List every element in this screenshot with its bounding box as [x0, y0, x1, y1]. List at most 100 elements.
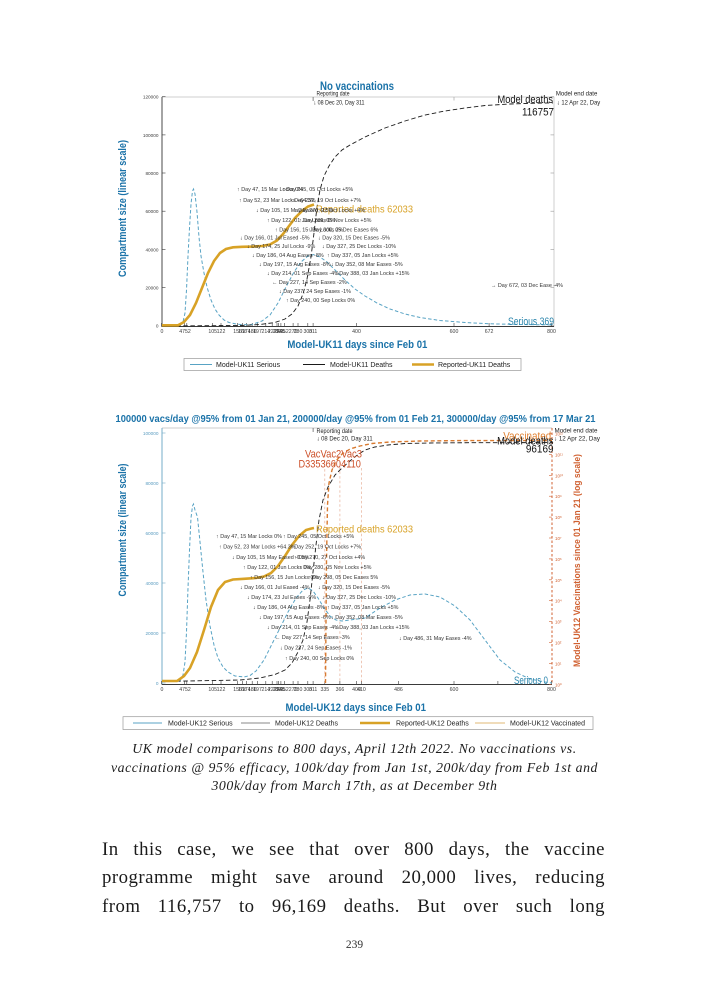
svg-text:Reported-UK11 Deaths: Reported-UK11 Deaths: [438, 362, 511, 369]
svg-text:↑ Day 47, 15 Mar Locks 0%: ↑ Day 47, 15 Mar Locks 0%: [216, 534, 282, 540]
svg-text:96169: 96169: [526, 444, 554, 456]
svg-text:186: 186: [248, 687, 257, 693]
svg-text:↑ Day 245, 05 Oct Locks +5%: ↑ Day 245, 05 Oct Locks +5%: [282, 187, 353, 193]
svg-text:174: 174: [242, 329, 251, 335]
svg-text:Model-UK12 days since Feb 01: Model-UK12 days since Feb 01: [285, 702, 426, 714]
svg-text:↑ Day 298, 05 Dec Eases 5%: ↑ Day 298, 05 Dec Eases 5%: [308, 575, 378, 581]
svg-text:156: 156: [233, 329, 242, 335]
svg-text:↓ Day 352, 08 Mar Eases -5%: ↓ Day 352, 08 Mar Eases -5%: [331, 262, 403, 268]
svg-text:311: 311: [309, 329, 317, 335]
svg-text:252: 252: [280, 329, 289, 335]
svg-text:245: 245: [277, 687, 286, 693]
svg-text:10²: 10²: [555, 641, 562, 646]
svg-text:Model-UK12 Vaccinated: Model-UK12 Vaccinated: [510, 721, 585, 728]
svg-text:↑ Day 280, 05 Nov Locks +5%: ↑ Day 280, 05 Nov Locks +5%: [299, 565, 372, 571]
svg-text:400: 400: [352, 687, 361, 693]
svg-text:↓ Day 327, 25 Dec Locks -10%: ↓ Day 327, 25 Dec Locks -10%: [322, 244, 396, 250]
svg-text:Model deaths: Model deaths: [498, 94, 554, 106]
svg-text:↓ Day 388, 03 Jan Locks +15%: ↓ Day 388, 03 Jan Locks +15%: [335, 271, 410, 277]
svg-text:122: 122: [217, 687, 226, 693]
svg-text:↑ Day 252, 19 Oct Locks +7%: ↑ Day 252, 19 Oct Locks +7%: [290, 545, 361, 551]
svg-text:No vaccinations: No vaccinations: [320, 81, 394, 93]
svg-text:↓ 08 Dec 20, Day 311: ↓ 08 Dec 20, Day 311: [314, 100, 365, 107]
svg-text:166: 166: [238, 329, 247, 335]
svg-text:240: 240: [274, 687, 283, 693]
svg-text:672: 672: [485, 329, 494, 335]
svg-text:↓ Day 166, 01 Jul Eased -5%: ↓ Day 166, 01 Jul Eased -5%: [240, 236, 310, 242]
svg-text:↑ Day 52, 23 Mar Locks +64.3%: ↑ Day 52, 23 Mar Locks +64.3%: [239, 198, 316, 204]
svg-text:0: 0: [161, 687, 164, 693]
svg-text:240: 240: [274, 329, 283, 335]
svg-text:↑ Day 280, 05 Nov Locks +5%: ↑ Day 280, 05 Nov Locks +5%: [299, 218, 372, 224]
svg-text:↓ 12 Apr 22, Day: ↓ 12 Apr 22, Day: [557, 100, 601, 107]
svg-text:214: 214: [261, 687, 270, 693]
svg-text:Serious 0: Serious 0: [514, 675, 548, 687]
svg-text:122: 122: [217, 329, 226, 335]
svg-text:↓ Day 105, 15 May Eased -0.5%: ↓ Day 105, 15 May Eased -0.5%: [256, 208, 334, 214]
svg-text:↓ Day 352, 08 Mar Eases -5%: ↓ Day 352, 08 Mar Eases -5%: [331, 615, 403, 621]
svg-text:↓ Day 105, 15 May Eased -0.5%: ↓ Day 105, 15 May Eased -0.5%: [232, 555, 310, 561]
svg-text:↓ Day 486, 31 May Eases -4%: ↓ Day 486, 31 May Eases -4%: [399, 636, 472, 642]
svg-text:174: 174: [242, 687, 251, 693]
svg-text:↑ Day 156, 15 Jun Locks 2%: ↑ Day 156, 15 Jun Locks 2%: [275, 228, 344, 234]
svg-text:↑ Day 240, 00 Sep Locks 0%: ↑ Day 240, 00 Sep Locks 0%: [286, 298, 355, 304]
svg-text:0: 0: [156, 324, 159, 329]
svg-text:0: 0: [161, 329, 164, 335]
svg-text:600: 600: [450, 687, 459, 693]
svg-text:↓ Day 214, 01 Sep Eases -4%: ↓ Day 214, 01 Sep Eases -4%: [267, 625, 339, 631]
svg-text:270: 270: [289, 687, 298, 693]
svg-text:300: 300: [303, 329, 312, 335]
svg-text:186: 186: [248, 329, 257, 335]
svg-text:10³: 10³: [555, 620, 562, 625]
svg-text:Reported deaths 62033: Reported deaths 62033: [316, 525, 413, 536]
svg-text:60000: 60000: [145, 531, 158, 536]
svg-text:← Day 227, 14 Sep Eases -2%: ← Day 227, 14 Sep Eases -2%: [272, 280, 347, 286]
svg-text:4752: 4752: [179, 329, 191, 335]
svg-text:↓ 12 Apr 22, Day: ↓ 12 Apr 22, Day: [554, 436, 601, 443]
svg-text:↑ Day 252, 19 Oct Locks +7%: ↑ Day 252, 19 Oct Locks +7%: [290, 198, 361, 204]
svg-text:40000: 40000: [145, 247, 158, 252]
svg-text:335: 335: [320, 687, 329, 693]
svg-text:↑ Day 270, 27 Oct Locks +4%: ↑ Day 270, 27 Oct Locks +4%: [294, 555, 365, 561]
svg-text:↑ Day 300, 05 Dec Eases 6%: ↑ Day 300, 05 Dec Eases 6%: [308, 228, 378, 234]
svg-text:↓ Day 388, 03 Jan Locks +15%: ↓ Day 388, 03 Jan Locks +15%: [335, 625, 410, 631]
svg-text:↓ Day 197, 15 Aug Eases -6%: ↓ Day 197, 15 Aug Eases -6%: [259, 615, 331, 621]
svg-text:Model-UK12 Deaths: Model-UK12 Deaths: [275, 721, 339, 728]
svg-text:10¹⁰: 10¹⁰: [555, 473, 563, 478]
svg-text:↓ Day 214, 01 Sep Eases -4%: ↓ Day 214, 01 Sep Eases -4%: [267, 271, 339, 277]
svg-text:← Day 227, 14 Sep Eases -3%: ← Day 227, 14 Sep Eases -3%: [275, 635, 350, 641]
svg-text:40000: 40000: [145, 581, 158, 586]
svg-text:10⁷: 10⁷: [555, 536, 562, 541]
svg-text:197: 197: [253, 687, 262, 693]
svg-text:10⁰: 10⁰: [555, 682, 562, 687]
svg-text:↓ Day 186, 04 Aug Eases -8%: ↓ Day 186, 04 Aug Eases -8%: [252, 253, 324, 259]
svg-text:120000: 120000: [143, 95, 159, 100]
svg-text:800: 800: [547, 687, 556, 693]
svg-text:Compartment size (linear scale: Compartment size (linear scale): [117, 463, 129, 596]
svg-text:10¹: 10¹: [555, 661, 562, 666]
svg-text:800: 800: [547, 329, 556, 335]
svg-text:10⁹: 10⁹: [555, 494, 562, 499]
svg-text:↓ Day 327, 25 Dec Locks -10%: ↓ Day 327, 25 Dec Locks -10%: [322, 595, 396, 601]
svg-text:↑ Day 47, 15 Mar Locks 0%: ↑ Day 47, 15 Mar Locks 0%: [237, 187, 303, 193]
svg-text:↓ Day 174, 25 Jul Locks -9%: ↓ Day 174, 25 Jul Locks -9%: [247, 244, 316, 250]
svg-text:600: 600: [450, 329, 459, 335]
svg-text:366: 366: [336, 687, 345, 693]
svg-text:237: 237: [273, 687, 282, 693]
svg-text:311: 311: [309, 687, 317, 693]
svg-text:↓ Day 174, 23 Jul Eases -9%: ↓ Day 174, 23 Jul Eases -9%: [247, 595, 316, 601]
svg-text:Reporting date: Reporting date: [317, 428, 353, 435]
svg-text:0: 0: [156, 681, 159, 686]
svg-text:300: 300: [303, 687, 312, 693]
svg-text:105: 105: [208, 329, 217, 335]
svg-text:10⁶: 10⁶: [555, 557, 562, 562]
svg-text:Model-UK11 Deaths: Model-UK11 Deaths: [330, 362, 393, 369]
svg-text:↑ Day 52, 23 Mar Locks +64.3%: ↑ Day 52, 23 Mar Locks +64.3%: [219, 545, 296, 551]
svg-text:116757: 116757: [522, 107, 554, 119]
svg-text:↑ Day 156, 15 Jun Locks 0%: ↑ Day 156, 15 Jun Locks 0%: [250, 575, 319, 581]
svg-text:Model-UK11 Serious: Model-UK11 Serious: [216, 362, 281, 369]
svg-text:↑ Day 240, 00 Sep Locks 0%: ↑ Day 240, 00 Sep Locks 0%: [285, 656, 354, 662]
svg-text:↑ Day 337, 05 Jan Locks +5%: ↑ Day 337, 05 Jan Locks +5%: [327, 253, 399, 259]
svg-text:↑ Day 122, 01 Jun Locks 0%: ↑ Day 122, 01 Jun Locks 0%: [267, 218, 336, 224]
svg-text:60000: 60000: [145, 209, 158, 214]
